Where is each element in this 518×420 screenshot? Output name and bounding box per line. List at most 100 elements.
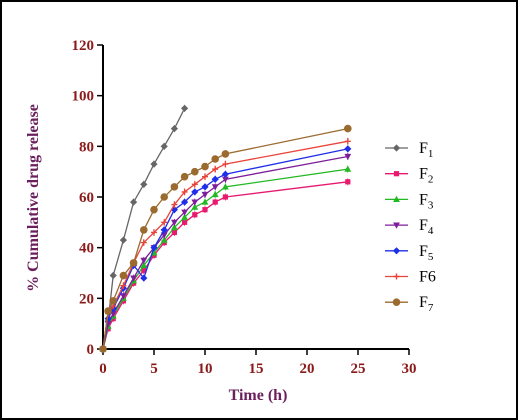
legend-item-f4: F4: [385, 217, 434, 237]
data-point: [170, 183, 179, 191]
data-point: [104, 315, 112, 323]
legend-label: F1: [419, 140, 433, 160]
data-point: [344, 153, 352, 161]
data-point: [191, 199, 199, 206]
data-point: [202, 173, 208, 180]
y-tick-label: 60: [79, 190, 94, 206]
data-point: [201, 183, 209, 191]
data-point: [120, 282, 127, 289]
axes: [102, 45, 409, 350]
x-tick-label: 25: [351, 361, 366, 377]
data-point: [141, 267, 147, 274]
data-point: [181, 213, 188, 220]
data-point: [160, 193, 168, 201]
legend-marker: [392, 247, 401, 255]
data-point: [221, 150, 230, 158]
data-point: [211, 155, 219, 163]
data-point: [109, 297, 117, 305]
series-line-f2: [102, 181, 348, 350]
data-point: [181, 104, 189, 112]
legend-label: F6: [419, 269, 436, 286]
data-point: [344, 165, 352, 172]
data-point: [191, 188, 199, 196]
data-point: [191, 167, 199, 176]
series-f6: [100, 137, 351, 353]
y-tick-label: 40: [79, 241, 94, 257]
data-point: [99, 345, 107, 353]
data-point: [140, 257, 148, 264]
x-tick-label: 30: [402, 361, 417, 377]
data-point: [140, 180, 148, 188]
y-tick-label: 80: [79, 139, 94, 155]
series-f2: [100, 178, 351, 353]
legend-marker: [393, 222, 400, 229]
data-point: [222, 176, 229, 183]
data-point: [140, 274, 148, 282]
legend-item-f6: F6: [385, 269, 436, 286]
y-tick-label: 100: [72, 89, 95, 105]
data-point: [344, 124, 352, 133]
data-point: [130, 275, 137, 282]
y-tick-label: 0: [87, 342, 95, 358]
legend: F1 F2 F3 F4 F5 F6 F7: [385, 140, 436, 314]
data-point: [161, 219, 168, 226]
x-tick-label: 10: [198, 361, 213, 377]
data-point: [160, 236, 168, 243]
y-axis-title: % Cumulative drug release: [25, 104, 42, 292]
data-point: [140, 226, 148, 234]
x-tick-label: 20: [300, 361, 315, 377]
data-point: [211, 175, 219, 183]
legend-marker: [392, 144, 401, 152]
legend-item-f1: F1: [385, 140, 433, 160]
data-point: [222, 161, 229, 168]
data-point: [222, 194, 228, 200]
data-point: [150, 205, 158, 214]
data-point: [201, 191, 209, 199]
legend-item-f7: F7: [385, 294, 434, 314]
data-point: [191, 181, 198, 188]
data-point: [160, 142, 168, 150]
data-point: [211, 190, 219, 198]
data-point: [160, 226, 168, 234]
data-point: [192, 212, 198, 218]
series-layer: [99, 104, 352, 353]
data-point: [140, 261, 148, 268]
data-point: [171, 223, 178, 230]
data-point: [171, 201, 178, 208]
data-point: [109, 271, 117, 280]
data-point: [180, 172, 189, 181]
data-point: [151, 229, 157, 236]
data-point: [222, 183, 229, 190]
data-point: [202, 207, 208, 213]
data-point: [171, 219, 178, 226]
data-point: [182, 219, 188, 225]
data-point: [181, 198, 189, 206]
legend-label: F3: [419, 191, 434, 211]
series-f7: [99, 124, 352, 353]
data-point: [212, 199, 218, 205]
x-tick-label: 5: [150, 361, 158, 377]
legend-marker: [393, 195, 400, 202]
legend-marker: [393, 273, 400, 280]
legend-label: F7: [419, 294, 434, 314]
data-point: [150, 244, 158, 252]
legend-label: F2: [419, 166, 433, 186]
legend-item-f3: F3: [385, 191, 434, 211]
data-point: [181, 188, 188, 195]
data-point: [170, 125, 178, 133]
data-point: [150, 160, 158, 168]
legend-marker: [392, 298, 401, 307]
y-tick-label: 120: [72, 38, 95, 54]
data-point: [191, 203, 199, 210]
data-point: [181, 209, 188, 216]
data-point: [201, 162, 209, 171]
data-point: [344, 145, 352, 153]
data-point: [140, 239, 147, 246]
data-point: [171, 229, 177, 236]
data-point: [119, 236, 127, 244]
data-point: [104, 307, 112, 315]
data-point: [344, 138, 351, 145]
legend-label: F4: [419, 217, 434, 237]
data-point: [211, 184, 219, 191]
x-axis-title: Time (h): [229, 387, 288, 404]
